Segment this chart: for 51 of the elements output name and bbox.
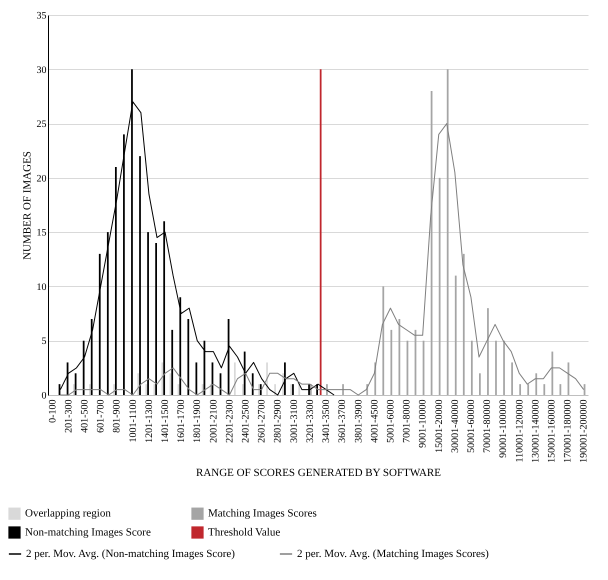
y-tick-label: 10 <box>36 282 46 293</box>
legend-label: 2 per. Mov. Avg. (Matching Images Scores) <box>297 548 490 560</box>
y-tick-label: 35 <box>36 10 46 22</box>
x-tick-label: 801-900 <box>112 400 123 433</box>
legend-label: Matching Images Scores <box>208 508 317 520</box>
y-axis-title: NUMBER OF IMAGES <box>22 151 34 260</box>
x-tick-label: 5001-6000 <box>385 400 396 443</box>
x-tick-label: 7001-8000 <box>402 400 413 443</box>
x-tick-label: 15001-20000 <box>434 400 445 453</box>
x-tick-label: 9001-10000 <box>418 400 429 448</box>
x-tick-label: 3201-3300 <box>304 400 316 443</box>
x-tick-label: 1801-1900 <box>192 400 204 443</box>
x-tick-label: 0-100 <box>47 400 58 423</box>
y-tick-label: 15 <box>36 228 46 239</box>
x-tick-label: 3001-3100 <box>288 400 300 443</box>
x-tick-label: 2401-2500 <box>240 400 252 443</box>
x-axis-title: RANGE OF SCORES GENERATED BY SOFTWARE <box>196 466 442 479</box>
x-tick-label: 4001-4500 <box>369 400 380 443</box>
x-tick-label: 2601-2700 <box>256 400 268 443</box>
x-tick-label: 110001-120000 <box>514 400 526 462</box>
x-tick-label: 130001-140000 <box>530 400 542 463</box>
x-tick-label: 401-500 <box>80 400 91 433</box>
legend-label: Threshold Value <box>208 526 280 538</box>
x-tick-label: 50001-60000 <box>466 400 477 453</box>
y-tick-label: 30 <box>36 64 46 76</box>
x-tick-label: 2801-2900 <box>272 400 284 443</box>
y-tick-label: 5 <box>42 336 46 348</box>
x-tick-label: 170001-180000 <box>562 400 574 463</box>
legend-label: 2 per. Mov. Avg. (Non-matching Images Score) <box>26 548 236 560</box>
x-tick-label: 2201-2300 <box>224 400 236 443</box>
x-tick-label: 90001-100000 <box>498 400 510 458</box>
x-tick-label: 1001-1100 <box>128 400 139 442</box>
x-tick-label: 1601-1700 <box>176 400 188 443</box>
x-tick-label: 3801-3900 <box>353 400 364 443</box>
x-tick-label: 601-700 <box>96 400 107 433</box>
legend-label: Non-matching Images Score <box>25 526 151 538</box>
y-tick-label: 0 <box>42 390 46 402</box>
x-tick-label: 3401-3500 <box>321 400 332 443</box>
line-series <box>60 123 584 396</box>
x-tick-label: 3601-3700 <box>337 400 348 443</box>
x-tick-label: 2001-2100 <box>208 400 220 443</box>
x-tick-label: 150001-160000 <box>546 400 558 463</box>
x-tick-label: 201-300 <box>63 400 74 433</box>
x-tick-label: 30001-40000 <box>450 400 461 453</box>
x-tick-label: 190001-200000 <box>578 400 590 463</box>
y-tick-label: 20 <box>36 173 46 184</box>
x-tick-label: 1201-1300 <box>144 400 155 443</box>
y-tick-label: 25 <box>36 119 46 130</box>
x-tick-label: 1401-1500 <box>160 400 172 443</box>
legend-label: Overlapping region <box>25 508 112 520</box>
x-tick-label: 70001-80000 <box>482 400 494 453</box>
